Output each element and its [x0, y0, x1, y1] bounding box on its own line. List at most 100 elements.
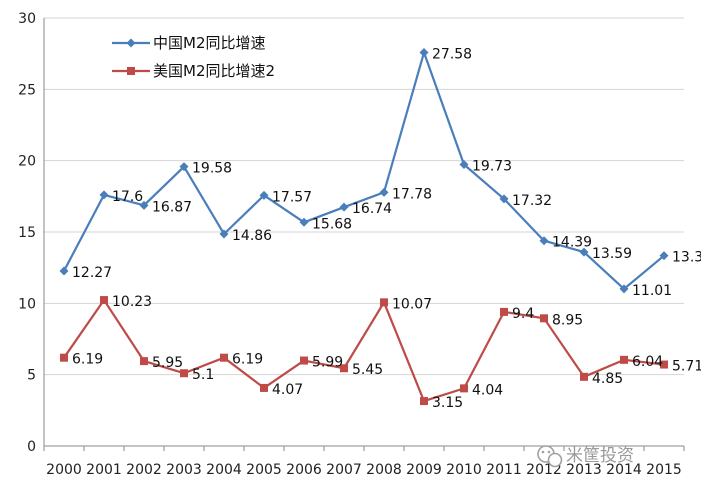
x-tick-label: 2005: [246, 462, 282, 478]
data-point: [339, 202, 349, 212]
data-label: 5.99: [312, 355, 343, 371]
series-line: [63, 298, 665, 403]
data-label: 15.68: [312, 216, 352, 232]
data-label: 19.73: [472, 159, 512, 175]
data-point: [459, 160, 469, 170]
data-point: [500, 307, 508, 316]
data-label: 5.71: [672, 359, 701, 375]
data-point: [499, 194, 509, 204]
data-label: 14.39: [552, 235, 592, 251]
data-point: [300, 356, 308, 365]
data-label: 10.07: [392, 296, 432, 312]
y-tick-label: 15: [18, 225, 36, 241]
series-line: [63, 51, 665, 291]
data-label: 4.07: [272, 382, 303, 398]
data-label: 17.6: [112, 189, 143, 205]
legend-entry: 中国M2同比增速: [112, 34, 266, 52]
series-us-m2: 6.19 10.23 5.95 5.1 6.19 4.07 5.99 5.45 10.07 3.1…: [60, 294, 701, 411]
data-point: [60, 353, 68, 362]
x-tick-label: 2000: [46, 462, 82, 478]
x-tick-label: 2007: [326, 462, 362, 478]
data-label: 10.23: [112, 294, 152, 310]
data-label: 8.95: [552, 312, 583, 328]
data-point: [619, 284, 629, 294]
data-point: [59, 266, 69, 276]
x-tick-label: 2011: [486, 462, 522, 478]
x-tick-label: 2003: [166, 462, 202, 478]
data-point: [259, 190, 269, 200]
data-point: [419, 48, 429, 58]
data-label: 6.19: [232, 352, 263, 368]
data-point: [539, 236, 549, 246]
data-label: 17.32: [512, 193, 552, 209]
data-point: [579, 247, 589, 257]
data-point: [220, 353, 228, 362]
x-tick-label: 2013: [566, 462, 602, 478]
data-point: [580, 372, 588, 381]
data-point: [379, 187, 389, 197]
x-tick-label: 2009: [406, 462, 442, 478]
x-tick-label: 2001: [86, 462, 122, 478]
data-label: 4.85: [592, 371, 623, 387]
data-label: 6.04: [632, 354, 663, 370]
y-axis-ticks: 0 5 10 15 20 25 30: [18, 11, 36, 455]
x-tick-label: 2006: [286, 462, 322, 478]
data-label: 6.19: [72, 352, 103, 368]
data-point: [340, 364, 348, 373]
data-point: [180, 369, 188, 378]
data-label: 12.27: [72, 265, 112, 281]
x-axis-ticks: 2000 2001 2002 2003 2004 2005 2006 2007 2008 2009…: [43, 446, 685, 478]
data-label: 17.78: [392, 186, 432, 202]
data-point: [659, 251, 669, 261]
data-point: [540, 314, 548, 323]
data-label: 5.45: [352, 362, 383, 378]
data-point: [260, 383, 268, 392]
data-label: 5.1: [192, 367, 214, 383]
legend-label: 中国M2同比增速: [153, 34, 266, 52]
data-label: 27.58: [432, 47, 472, 63]
data-point: [299, 217, 309, 227]
x-tick-label: 2010: [446, 462, 482, 478]
legend-entry: 美国M2同比增速2: [112, 62, 275, 80]
data-point: [620, 355, 628, 364]
data-label: 13.34: [672, 250, 701, 266]
data-label: 14.86: [232, 228, 272, 244]
data-label: 3.15: [432, 395, 463, 411]
data-label: 13.59: [592, 246, 632, 262]
data-point: [660, 360, 668, 369]
data-label: 19.58: [192, 161, 232, 177]
watermark-text: 米筐投资: [566, 446, 634, 466]
data-point: [100, 296, 108, 305]
y-tick-label: 25: [18, 82, 36, 98]
y-tick-label: 0: [27, 439, 36, 455]
gridlines: [44, 17, 684, 376]
watermark: 米筐投资: [537, 445, 634, 468]
data-point: [219, 229, 229, 239]
y-tick-label: 30: [18, 11, 36, 27]
y-tick-label: 10: [18, 296, 36, 312]
x-tick-label: 2004: [206, 462, 242, 478]
y-tick-label: 20: [18, 154, 36, 170]
x-tick-label: 2008: [366, 462, 402, 478]
data-point: [380, 298, 388, 307]
data-point: [139, 200, 149, 210]
data-label: 5.95: [152, 355, 183, 371]
data-label: 9.4: [512, 306, 534, 322]
wechat-icon: [537, 445, 563, 468]
data-point: [99, 190, 109, 200]
legend-marker: [127, 67, 135, 75]
legend-marker: [126, 38, 136, 48]
data-point: [179, 162, 189, 172]
x-tick-label: 2002: [126, 462, 162, 478]
data-label: 4.04: [472, 382, 503, 398]
data-label: 16.74: [352, 201, 392, 217]
series-china-m2: 12.2717.616.8719.5814.8617.5715.6816.741…: [59, 47, 701, 299]
data-label: 16.87: [152, 199, 192, 215]
series-layer: 12.2717.616.8719.5814.8617.5715.6816.741…: [59, 47, 701, 411]
legend-label: 美国M2同比增速2: [153, 62, 275, 80]
data-point: [140, 357, 148, 366]
data-label: 17.57: [272, 189, 312, 205]
data-label: 11.01: [632, 283, 672, 299]
data-point: [460, 384, 468, 393]
